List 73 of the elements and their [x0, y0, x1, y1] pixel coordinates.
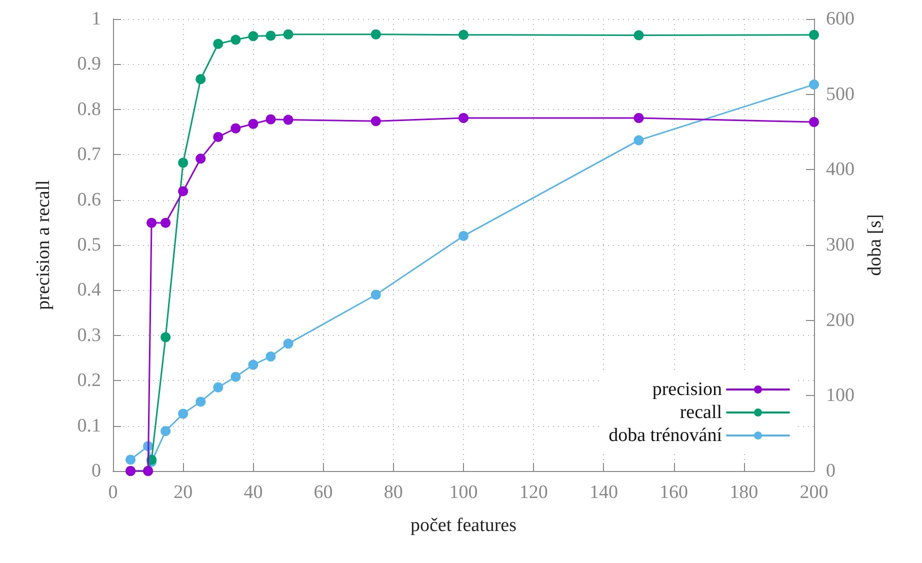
point	[213, 38, 224, 49]
point	[283, 29, 294, 40]
x-tick-label: 40	[244, 482, 263, 503]
point	[458, 30, 468, 40]
y-tick-label: 0.3	[77, 324, 101, 346]
y-tick-label: 0.8	[77, 98, 101, 120]
point	[809, 117, 819, 128]
point	[196, 396, 206, 407]
y2-tick-label: 0	[826, 460, 836, 482]
point	[248, 31, 258, 42]
point	[458, 112, 468, 123]
x-tick-label: 20	[174, 482, 193, 503]
point	[634, 112, 644, 123]
y2-tick-label: 500	[826, 84, 854, 105]
point	[283, 338, 294, 349]
y-tick-label: 0.7	[77, 144, 101, 166]
point	[370, 116, 381, 126]
y2-tick-label: 200	[826, 310, 854, 331]
point	[370, 29, 381, 40]
x-tick-label: 180	[730, 482, 758, 503]
x-tick-label: 0	[108, 482, 118, 503]
point	[458, 230, 468, 241]
point	[248, 118, 258, 129]
point	[160, 426, 171, 436]
y-tick-label: 1	[92, 8, 101, 30]
y-tick-label: 0.2	[77, 370, 101, 392]
y2-axis-title: doba [s]	[864, 214, 886, 276]
y2-tick-label: 300	[826, 234, 854, 256]
x-tick-label: 60	[314, 482, 333, 503]
point	[160, 332, 171, 342]
legend-label: precision	[652, 379, 722, 400]
x-axis-title: počet features	[410, 515, 517, 536]
point	[196, 154, 206, 164]
x-tick-label: 140	[589, 482, 618, 503]
legend-label: recall	[680, 402, 722, 423]
point	[126, 454, 136, 465]
x-tick-label: 80	[384, 482, 403, 503]
x-tick-label: 120	[519, 482, 548, 503]
point	[213, 382, 224, 392]
y2-tick-label: 600	[826, 8, 854, 30]
point	[178, 186, 188, 196]
point	[213, 132, 224, 142]
point	[146, 218, 157, 228]
point	[248, 360, 258, 370]
y-tick-label: 0.6	[77, 189, 101, 210]
point	[266, 114, 276, 124]
point	[178, 158, 188, 168]
point	[266, 30, 276, 41]
point	[634, 135, 644, 146]
y-tick-label: 0.1	[77, 415, 101, 436]
point	[196, 74, 206, 84]
point	[809, 30, 819, 40]
point	[230, 372, 241, 382]
point	[809, 80, 819, 90]
point	[370, 290, 381, 300]
point	[266, 351, 276, 362]
point	[230, 123, 241, 134]
point	[230, 34, 241, 45]
point	[160, 218, 171, 228]
x-tick-label: 100	[449, 482, 478, 503]
point	[283, 114, 294, 125]
x-tick-label: 160	[660, 482, 688, 503]
point	[178, 408, 188, 419]
x-tick-label: 200	[800, 482, 828, 503]
point	[634, 30, 644, 40]
y-axis-title: precision a recall	[33, 180, 54, 310]
y2-tick-label: 100	[826, 385, 854, 406]
y-tick-label: 0	[92, 460, 101, 482]
y2-tick-label: 400	[826, 159, 854, 180]
legend-label: doba trénování	[608, 425, 723, 446]
y-tick-label: 0.5	[77, 234, 101, 256]
y-tick-label: 0.9	[77, 54, 101, 75]
y-tick-label: 0.4	[77, 280, 102, 301]
